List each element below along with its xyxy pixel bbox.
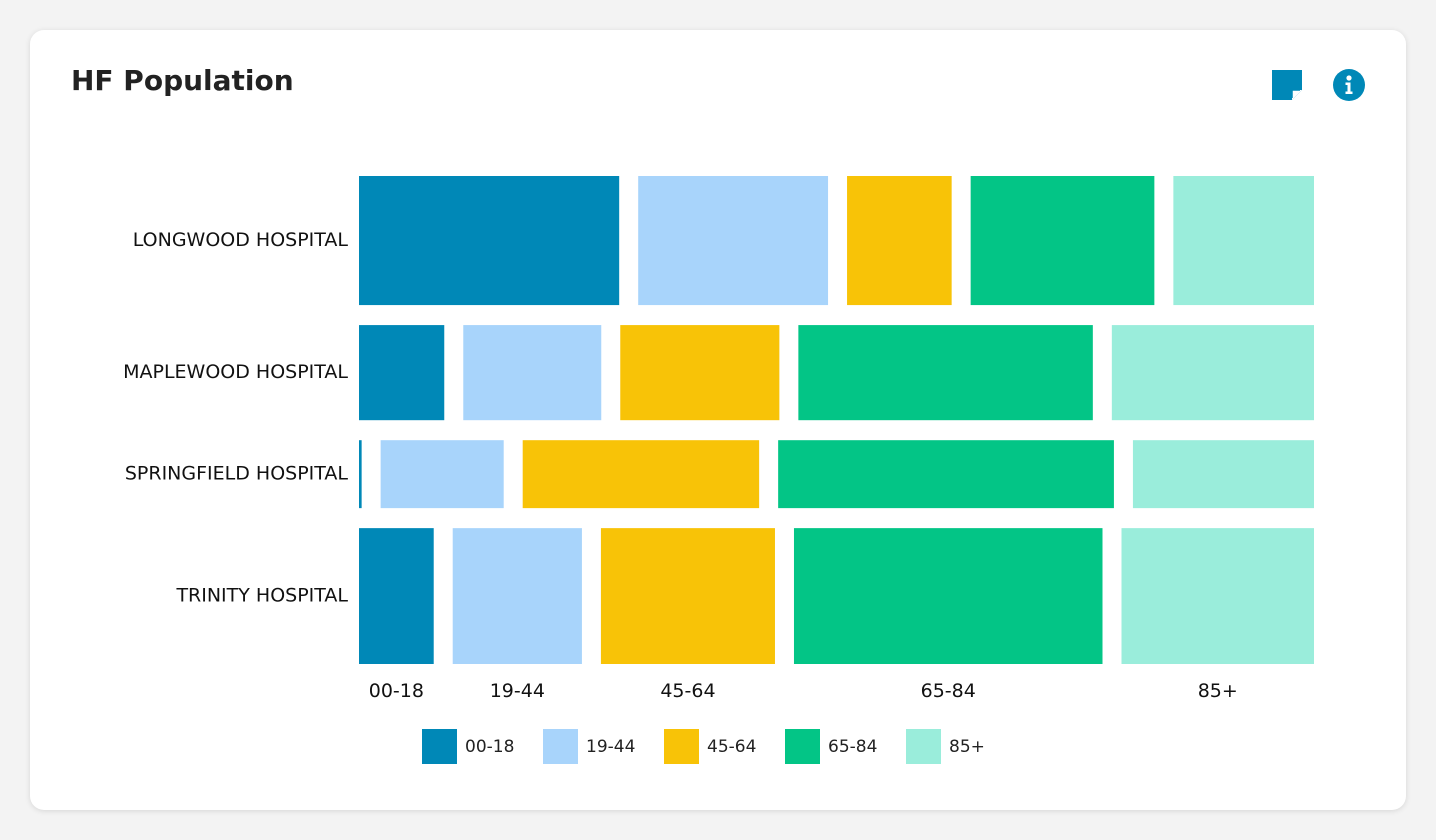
bar-segment[interactable]	[847, 176, 952, 306]
x-tick-label: 85+	[1198, 680, 1238, 702]
legend-swatch[interactable]	[422, 729, 457, 764]
legend-label[interactable]: 00-18	[465, 737, 514, 757]
row-label: LONGWOOD HOSPITAL	[133, 229, 349, 251]
row-label: SPRINGFIELD HOSPITAL	[125, 463, 349, 485]
legend-swatch[interactable]	[664, 729, 699, 764]
x-tick-label: 19-44	[490, 680, 545, 702]
bar-segment[interactable]	[1111, 325, 1314, 421]
bar-segment[interactable]	[463, 325, 602, 421]
bar-segment[interactable]	[778, 440, 1114, 509]
bar-segment[interactable]	[638, 176, 829, 306]
legend-swatch[interactable]	[543, 729, 578, 764]
marimekko-chart: LONGWOOD HOSPITAL MAPLEWOOD HOSPITAL SPRIN…	[123, 176, 1314, 764]
bar-segment[interactable]	[1132, 440, 1314, 509]
legend-label[interactable]: 19-44	[586, 737, 635, 757]
bar-segment[interactable]	[452, 528, 582, 664]
x-tick-label: 45-64	[660, 680, 715, 702]
bar-segment[interactable]	[970, 176, 1155, 306]
bar-segment[interactable]	[793, 528, 1103, 664]
bar-segment[interactable]	[620, 325, 780, 421]
bar-segment[interactable]	[600, 528, 775, 664]
bar-segment[interactable]	[359, 440, 362, 509]
card-title: HF Population	[71, 64, 294, 97]
legend-swatch[interactable]	[906, 729, 941, 764]
row-label: MAPLEWOOD HOSPITAL	[123, 361, 348, 383]
bar-segment[interactable]	[359, 325, 445, 421]
bar-segment[interactable]	[359, 176, 620, 306]
bar-segment[interactable]	[359, 528, 434, 664]
info-icon[interactable]	[1332, 68, 1366, 102]
chart-card: HF Population LONGWOOD HOSPITAL MAPLEWOOD…	[30, 30, 1406, 810]
x-tick-label: 00-18	[369, 680, 424, 702]
legend-label[interactable]: 65-84	[828, 737, 877, 757]
bar-segment[interactable]	[380, 440, 504, 509]
sticky-note-icon[interactable]	[1270, 68, 1304, 102]
row-label: TRINITY HOSPITAL	[175, 585, 348, 607]
x-tick-label: 65-84	[921, 680, 976, 702]
legend-label[interactable]: 45-64	[707, 737, 756, 757]
legend-label[interactable]: 85+	[949, 737, 985, 757]
bar-segment[interactable]	[522, 440, 760, 509]
bar-segment[interactable]	[798, 325, 1093, 421]
bar-segment[interactable]	[1173, 176, 1314, 306]
legend-swatch[interactable]	[785, 729, 820, 764]
bar-segment[interactable]	[1121, 528, 1314, 664]
